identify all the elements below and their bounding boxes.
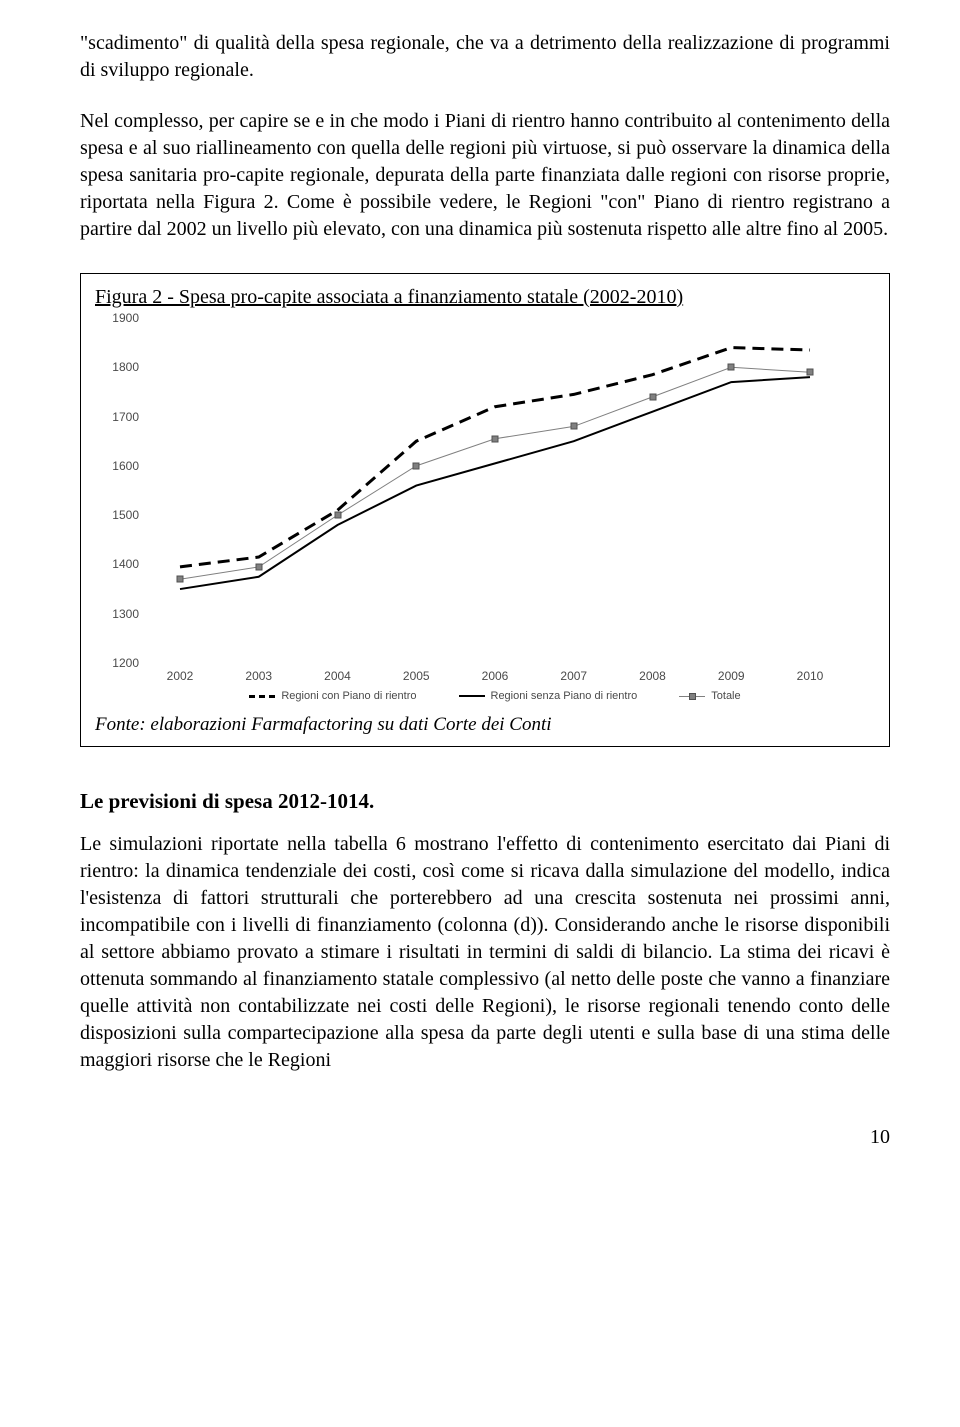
x-tick-label: 2004 [324,668,351,684]
series-marker [649,393,656,400]
y-tick-label: 1500 [112,507,139,523]
section-heading: Le previsioni di spesa 2012-1014. [80,787,890,815]
y-tick-label: 1300 [112,606,139,622]
series-line [180,348,810,567]
y-tick-label: 1700 [112,408,139,424]
y-tick-label: 1800 [112,359,139,375]
x-tick-label: 2008 [639,668,666,684]
legend-item-senza-piano: Regioni senza Piano di rientro [459,689,638,704]
x-tick-label: 2002 [167,668,194,684]
legend-item-con-piano: Regioni con Piano di rientro [249,689,416,704]
chart-legend: Regioni con Piano di rientro Regioni sen… [145,689,845,704]
legend-item-totale: Totale [679,689,740,704]
paragraph-2: Nel complesso, per capire se e in che mo… [80,108,890,243]
figure-2-box: Figura 2 - Spesa pro-capite associata a … [80,273,890,747]
legend-label: Regioni senza Piano di rientro [491,689,638,704]
figure-title: Figura 2 - Spesa pro-capite associata a … [95,284,875,311]
y-tick-label: 1200 [112,655,139,671]
legend-label: Regioni con Piano di rientro [281,689,416,704]
x-tick-label: 2005 [403,668,430,684]
series-marker [255,563,262,570]
plot-area [145,318,845,663]
x-tick-label: 2006 [482,668,509,684]
x-tick-label: 2007 [560,668,587,684]
x-tick-label: 2009 [718,668,745,684]
series-marker [413,462,420,469]
paragraph-1: "scadimento" di qualità della spesa regi… [80,30,890,84]
chart-lines-svg [145,318,845,663]
figure-2-chart: 12001300140015001600170018001900 2002200… [95,313,855,708]
x-axis-ticks: 2002 2003 2004 2005 2006 2007 2008 2009 2010 [145,668,845,686]
paragraph-3: Le simulazioni riportate nella tabella 6… [80,831,890,1074]
series-marker [177,576,184,583]
y-tick-label: 1600 [112,458,139,474]
page-number: 10 [80,1124,890,1151]
legend-swatch-marker [679,693,705,700]
figure-source: Fonte: elaborazioni Farmafactoring su da… [95,712,875,738]
legend-swatch-dashed [249,695,275,698]
series-marker [570,423,577,430]
y-tick-label: 1400 [112,556,139,572]
series-marker [728,364,735,371]
y-axis-ticks: 12001300140015001600170018001900 [95,318,143,663]
series-marker [334,512,341,519]
legend-swatch-solid [459,695,485,697]
y-tick-label: 1900 [112,310,139,326]
series-line [180,377,810,589]
series-marker [807,369,814,376]
x-tick-label: 2003 [245,668,272,684]
x-tick-label: 2010 [797,668,824,684]
series-marker [492,435,499,442]
legend-label: Totale [711,689,740,704]
